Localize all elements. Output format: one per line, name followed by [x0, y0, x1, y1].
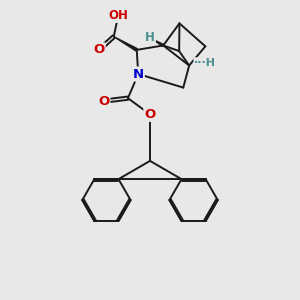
Polygon shape — [114, 37, 137, 51]
Text: ···H: ···H — [194, 58, 216, 68]
Text: H: H — [145, 31, 155, 44]
Text: N: N — [133, 68, 144, 80]
Text: O: O — [98, 94, 110, 108]
Text: O: O — [93, 44, 105, 56]
Polygon shape — [152, 39, 164, 46]
Text: OH: OH — [108, 9, 128, 22]
Text: O: O — [144, 108, 156, 121]
